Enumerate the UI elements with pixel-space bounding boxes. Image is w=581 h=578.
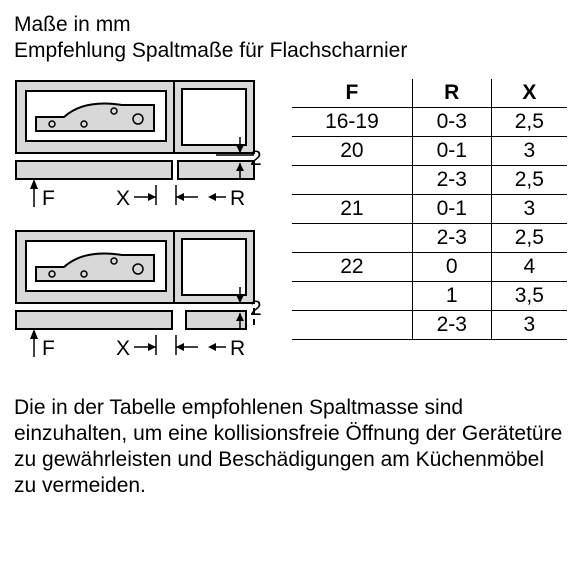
gap-label-bottom: 2 (250, 297, 262, 320)
table-body: 16-190-32,5200-132-32,5210-132-32,522041… (292, 107, 567, 339)
cell-X: 2,5 (491, 107, 567, 136)
cell-R: 0 (412, 252, 491, 281)
diagram-column: 2 F X R 2 F X R (14, 79, 276, 379)
cell-R: 2-3 (412, 165, 491, 194)
cell-X: 3 (491, 136, 567, 165)
gap-table: F R X 16-190-32,5200-132-32,5210-132-32,… (292, 79, 567, 340)
cell-F (292, 310, 412, 339)
table-row: 210-13 (292, 194, 567, 223)
table-row: 16-190-32,5 (292, 107, 567, 136)
col-header-X: X (491, 79, 567, 108)
main-content: 2 F X R 2 F X R (14, 79, 567, 379)
dim-X-top: X (116, 187, 130, 210)
cell-F (292, 281, 412, 310)
dim-F-bottom: F (42, 337, 55, 360)
header-line1: Maße in mm (14, 12, 567, 38)
col-header-F: F (292, 79, 412, 108)
cell-F: 22 (292, 252, 412, 281)
dim-R-bottom: R (230, 337, 245, 360)
header-block: Maße in mm Empfehlung Spaltmaße für Flac… (14, 12, 567, 65)
hinge-diagram: 2 F X R 2 F X R (14, 79, 276, 379)
cell-R: 0-1 (412, 194, 491, 223)
cell-R: 0-1 (412, 136, 491, 165)
table-row: 2-32,5 (292, 165, 567, 194)
gap-table-wrap: F R X 16-190-32,5200-132-32,5210-132-32,… (292, 79, 567, 340)
table-row: 2204 (292, 252, 567, 281)
cell-R: 0-3 (412, 107, 491, 136)
cell-R: 1 (412, 281, 491, 310)
cell-X: 3 (491, 310, 567, 339)
cell-X: 2,5 (491, 165, 567, 194)
gap-label-top: 2 (250, 147, 262, 170)
table-row: 2-32,5 (292, 223, 567, 252)
cell-F: 20 (292, 136, 412, 165)
dim-R-top: R (230, 187, 245, 210)
cell-R: 2-3 (412, 223, 491, 252)
cell-R: 2-3 (412, 310, 491, 339)
dim-X-bottom: X (116, 337, 130, 360)
table-row: 13,5 (292, 281, 567, 310)
header-line2: Empfehlung Spaltmaße für Flachscharnier (14, 38, 567, 64)
cell-F: 21 (292, 194, 412, 223)
cell-F (292, 223, 412, 252)
cell-X: 3 (491, 194, 567, 223)
cell-X: 3,5 (491, 281, 567, 310)
table-row: 200-13 (292, 136, 567, 165)
cell-X: 2,5 (491, 223, 567, 252)
cell-F: 16-19 (292, 107, 412, 136)
footer-text: Die in der Tabelle empfohlenen Spaltmass… (14, 395, 567, 500)
table-header-row: F R X (292, 79, 567, 108)
table-row: 2-33 (292, 310, 567, 339)
dim-F-top: F (42, 187, 55, 210)
cell-X: 4 (491, 252, 567, 281)
col-header-R: R (412, 79, 491, 108)
cell-F (292, 165, 412, 194)
